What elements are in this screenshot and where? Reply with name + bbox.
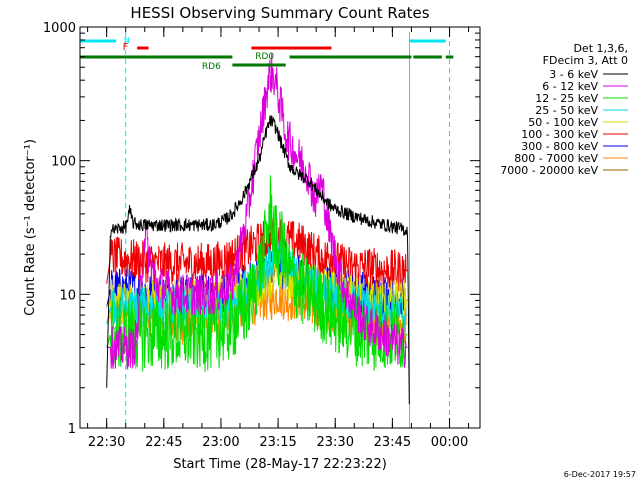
x-tick-label-0: 22:30	[88, 435, 125, 450]
x-tick-label-2: 23:00	[202, 435, 239, 450]
x-tick-label-3: 23:15	[259, 435, 296, 450]
legend-label-3: 25 - 50 keV	[535, 104, 598, 117]
x-tick-label-5: 23:45	[374, 435, 411, 450]
legend-label-7: 800 - 7000 keV	[514, 152, 598, 165]
x-tick-label-1: 22:45	[145, 435, 182, 450]
series-line-5	[106, 217, 408, 292]
legend-label-5: 100 - 300 keV	[521, 128, 598, 141]
footer-timestamp: 6-Dec-2017 19:57	[564, 470, 636, 479]
legend-header-0: Det 1,3,6,	[573, 42, 628, 55]
series-line-1	[106, 53, 408, 369]
x-tick-label-6: 00:00	[431, 435, 468, 450]
series-line-2	[106, 175, 408, 372]
legend-label-0: 3 - 6 keV	[549, 68, 598, 81]
legend-label-6: 300 - 800 keV	[521, 140, 598, 153]
y-axis-label: Count Rate (s⁻¹ detector⁻¹)	[23, 139, 38, 316]
y-tick-label-1: 10	[59, 288, 76, 303]
y-tick-label-0: 1	[68, 422, 76, 437]
x-axis-label: Start Time (28-May-17 22:23:22)	[173, 457, 387, 472]
legend-label-4: 50 - 100 keV	[528, 116, 598, 129]
plot-frame	[79, 26, 481, 429]
y-tick-label-3: 1000	[43, 21, 76, 36]
plot-area	[79, 32, 451, 428]
legend-label-1: 6 - 12 keV	[542, 80, 598, 93]
x-tick-label-4: 23:30	[317, 435, 354, 450]
status-bars: NF RD0 RD6	[80, 36, 454, 72]
legend-label-8: 7000 - 20000 keV	[500, 164, 598, 177]
chart-title: HESSI Observing Summary Count Rates	[130, 4, 429, 22]
legend-label-2: 12 - 25 keV	[535, 92, 598, 105]
y-tick-label-2: 100	[51, 155, 76, 170]
axes: 1 10 100 1000 22:30 22:45 23:00 23:15 23:30 23:45…	[23, 21, 481, 450]
legend-header-1: FDecim 3, Att 0	[543, 54, 628, 67]
status-label-f: F	[123, 42, 129, 53]
status-label-rd6: RD6	[202, 62, 221, 72]
status-label-n: N	[124, 36, 130, 45]
series-line-0	[106, 114, 410, 405]
status-label-rd0: RD0	[255, 52, 274, 62]
